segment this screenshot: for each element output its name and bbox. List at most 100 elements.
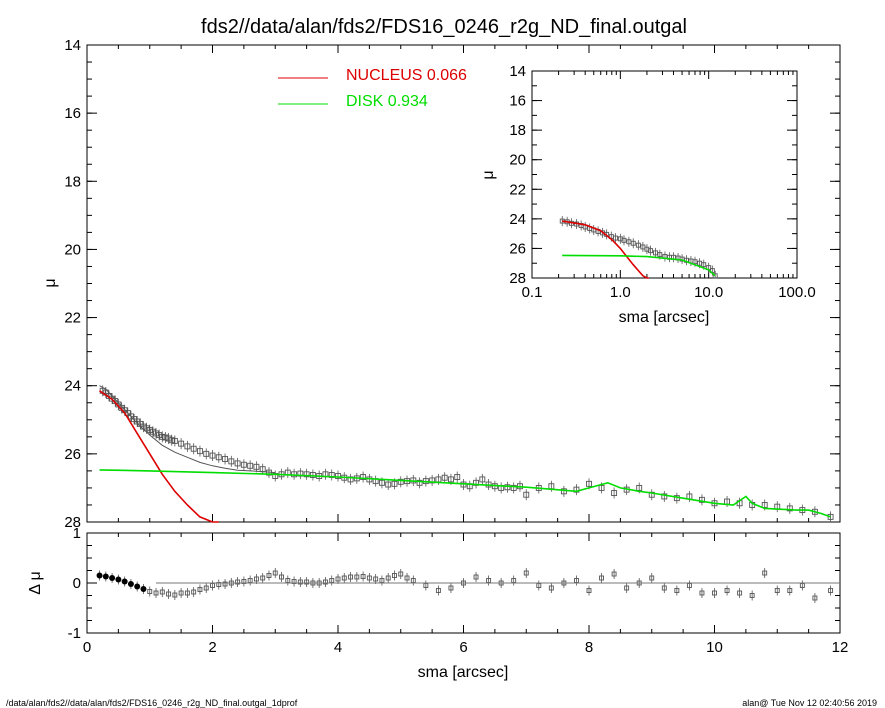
inset-plot-frame (531, 70, 798, 279)
main-data-point (190, 445, 197, 452)
resid-data-point (222, 581, 228, 587)
resid-data-point (649, 575, 655, 581)
main-y-tick-label: 22 (64, 310, 81, 327)
main-data-point (203, 450, 210, 457)
main-data-point (448, 476, 454, 483)
resid-data-point (272, 570, 278, 576)
resid-data-point (109, 575, 116, 581)
main-data-point (661, 493, 668, 500)
resid-y-tick-label: 1 (73, 525, 81, 542)
inset-y-tick-label: 14 (509, 63, 526, 80)
resid-data-point (96, 572, 103, 579)
resid-x-tick-label: 8 (585, 639, 593, 656)
main-data-point (473, 479, 479, 486)
resid-x-tick-label: 2 (208, 639, 216, 656)
inset-y-label: μ (480, 170, 497, 179)
main-y-tick-label: 14 (64, 37, 81, 54)
resid-data-point (184, 590, 190, 596)
main-data-point (397, 478, 404, 485)
inset-x-tick-label: 100.0 (778, 284, 816, 301)
resid-data-point (548, 585, 554, 591)
resid-data-point (674, 588, 680, 593)
resid-data-point (624, 585, 630, 591)
main-data-point (303, 471, 310, 478)
main-data-point (253, 463, 260, 470)
resid-data-point (127, 581, 134, 587)
resid-data-point (203, 585, 209, 591)
inset-x-label: sma [arcsec] (619, 309, 710, 326)
resid-data-point (366, 575, 372, 581)
main-data-point (611, 490, 618, 496)
resid-data-point (762, 570, 768, 576)
resid-data-point (448, 585, 454, 591)
inset-y-tick-label: 16 (509, 93, 526, 110)
main-data-point (827, 513, 834, 520)
main-data-point (335, 473, 341, 479)
inset-x-tick-label: 1.0 (610, 284, 631, 301)
resid-data-point (134, 583, 141, 590)
resid-data-point (749, 593, 755, 598)
main-data-point (523, 491, 530, 498)
main-data-point (560, 488, 567, 495)
resid-data-point (611, 571, 617, 577)
inset-series-line (562, 254, 716, 277)
main-data-point (162, 434, 169, 441)
main-y-tick-label: 24 (64, 378, 81, 395)
inset-data-point (635, 242, 641, 248)
resid-data-point (586, 588, 592, 593)
inset-data-point (712, 273, 718, 279)
resid-data-point (102, 573, 109, 580)
resid-data-point (172, 592, 178, 598)
inset-data-point (630, 240, 636, 246)
main-y-tick-label: 16 (64, 105, 81, 122)
resid-data-point (373, 576, 379, 582)
resid-data-point (812, 595, 818, 601)
resid-data-point (235, 579, 241, 585)
resid-data-point (712, 590, 717, 596)
main-data-point (391, 480, 398, 487)
main-data-point (165, 435, 172, 442)
inset-y-tick-label: 20 (509, 152, 526, 169)
main-data-point (196, 448, 203, 455)
main-data-point (234, 460, 241, 467)
resid-data-point (153, 590, 159, 596)
resid-data-point (787, 588, 793, 593)
main-data-point (573, 486, 580, 493)
resid-data-point (360, 574, 366, 579)
inset-y-tick-label: 24 (509, 211, 526, 228)
legend-label-nucleus: NUCLEUS 0.066 (346, 67, 467, 84)
chart-title: fds2//data/alan/fds2/FDS16_0246_r2g_ND_f… (201, 16, 687, 38)
main-y-tick-label: 26 (64, 446, 81, 463)
legend: NUCLEUS 0.066 DISK 0.934 (278, 67, 467, 110)
resid-x-tick-label: 0 (83, 639, 91, 656)
main-series-line (99, 385, 276, 474)
main-data-point (143, 425, 150, 432)
resid-data-point (335, 576, 341, 582)
resid-data-point (121, 578, 128, 585)
main-data-point (479, 476, 486, 483)
inset-y-tick-label: 22 (509, 181, 526, 198)
resid-data-point (774, 588, 780, 593)
main-data-point (149, 428, 156, 435)
main-data-point (360, 474, 367, 480)
resid-data-point (197, 587, 203, 592)
resid-data-point (385, 575, 391, 581)
resid-y-tick-label: 0 (73, 575, 81, 592)
main-data-point (156, 432, 163, 439)
resid-data-point (178, 590, 184, 596)
main-y-tick-label: 18 (64, 173, 81, 190)
main-data-point (429, 477, 436, 484)
resid-data-point (699, 590, 705, 596)
resid-data-point (297, 579, 303, 585)
main-data-point (416, 479, 423, 486)
main-data-point (309, 472, 316, 478)
main-data-point (240, 461, 247, 468)
main-data-point (378, 479, 385, 486)
resid-x-tick-label: 10 (706, 639, 723, 656)
resid-x-tick-label: 6 (459, 639, 467, 656)
main-panel: 14 16 18 20 22 24 26 28 μ (42, 37, 841, 531)
resid-data-point (159, 589, 165, 595)
main-y-tick-label: 20 (64, 241, 81, 258)
resid-data-point (828, 588, 834, 593)
